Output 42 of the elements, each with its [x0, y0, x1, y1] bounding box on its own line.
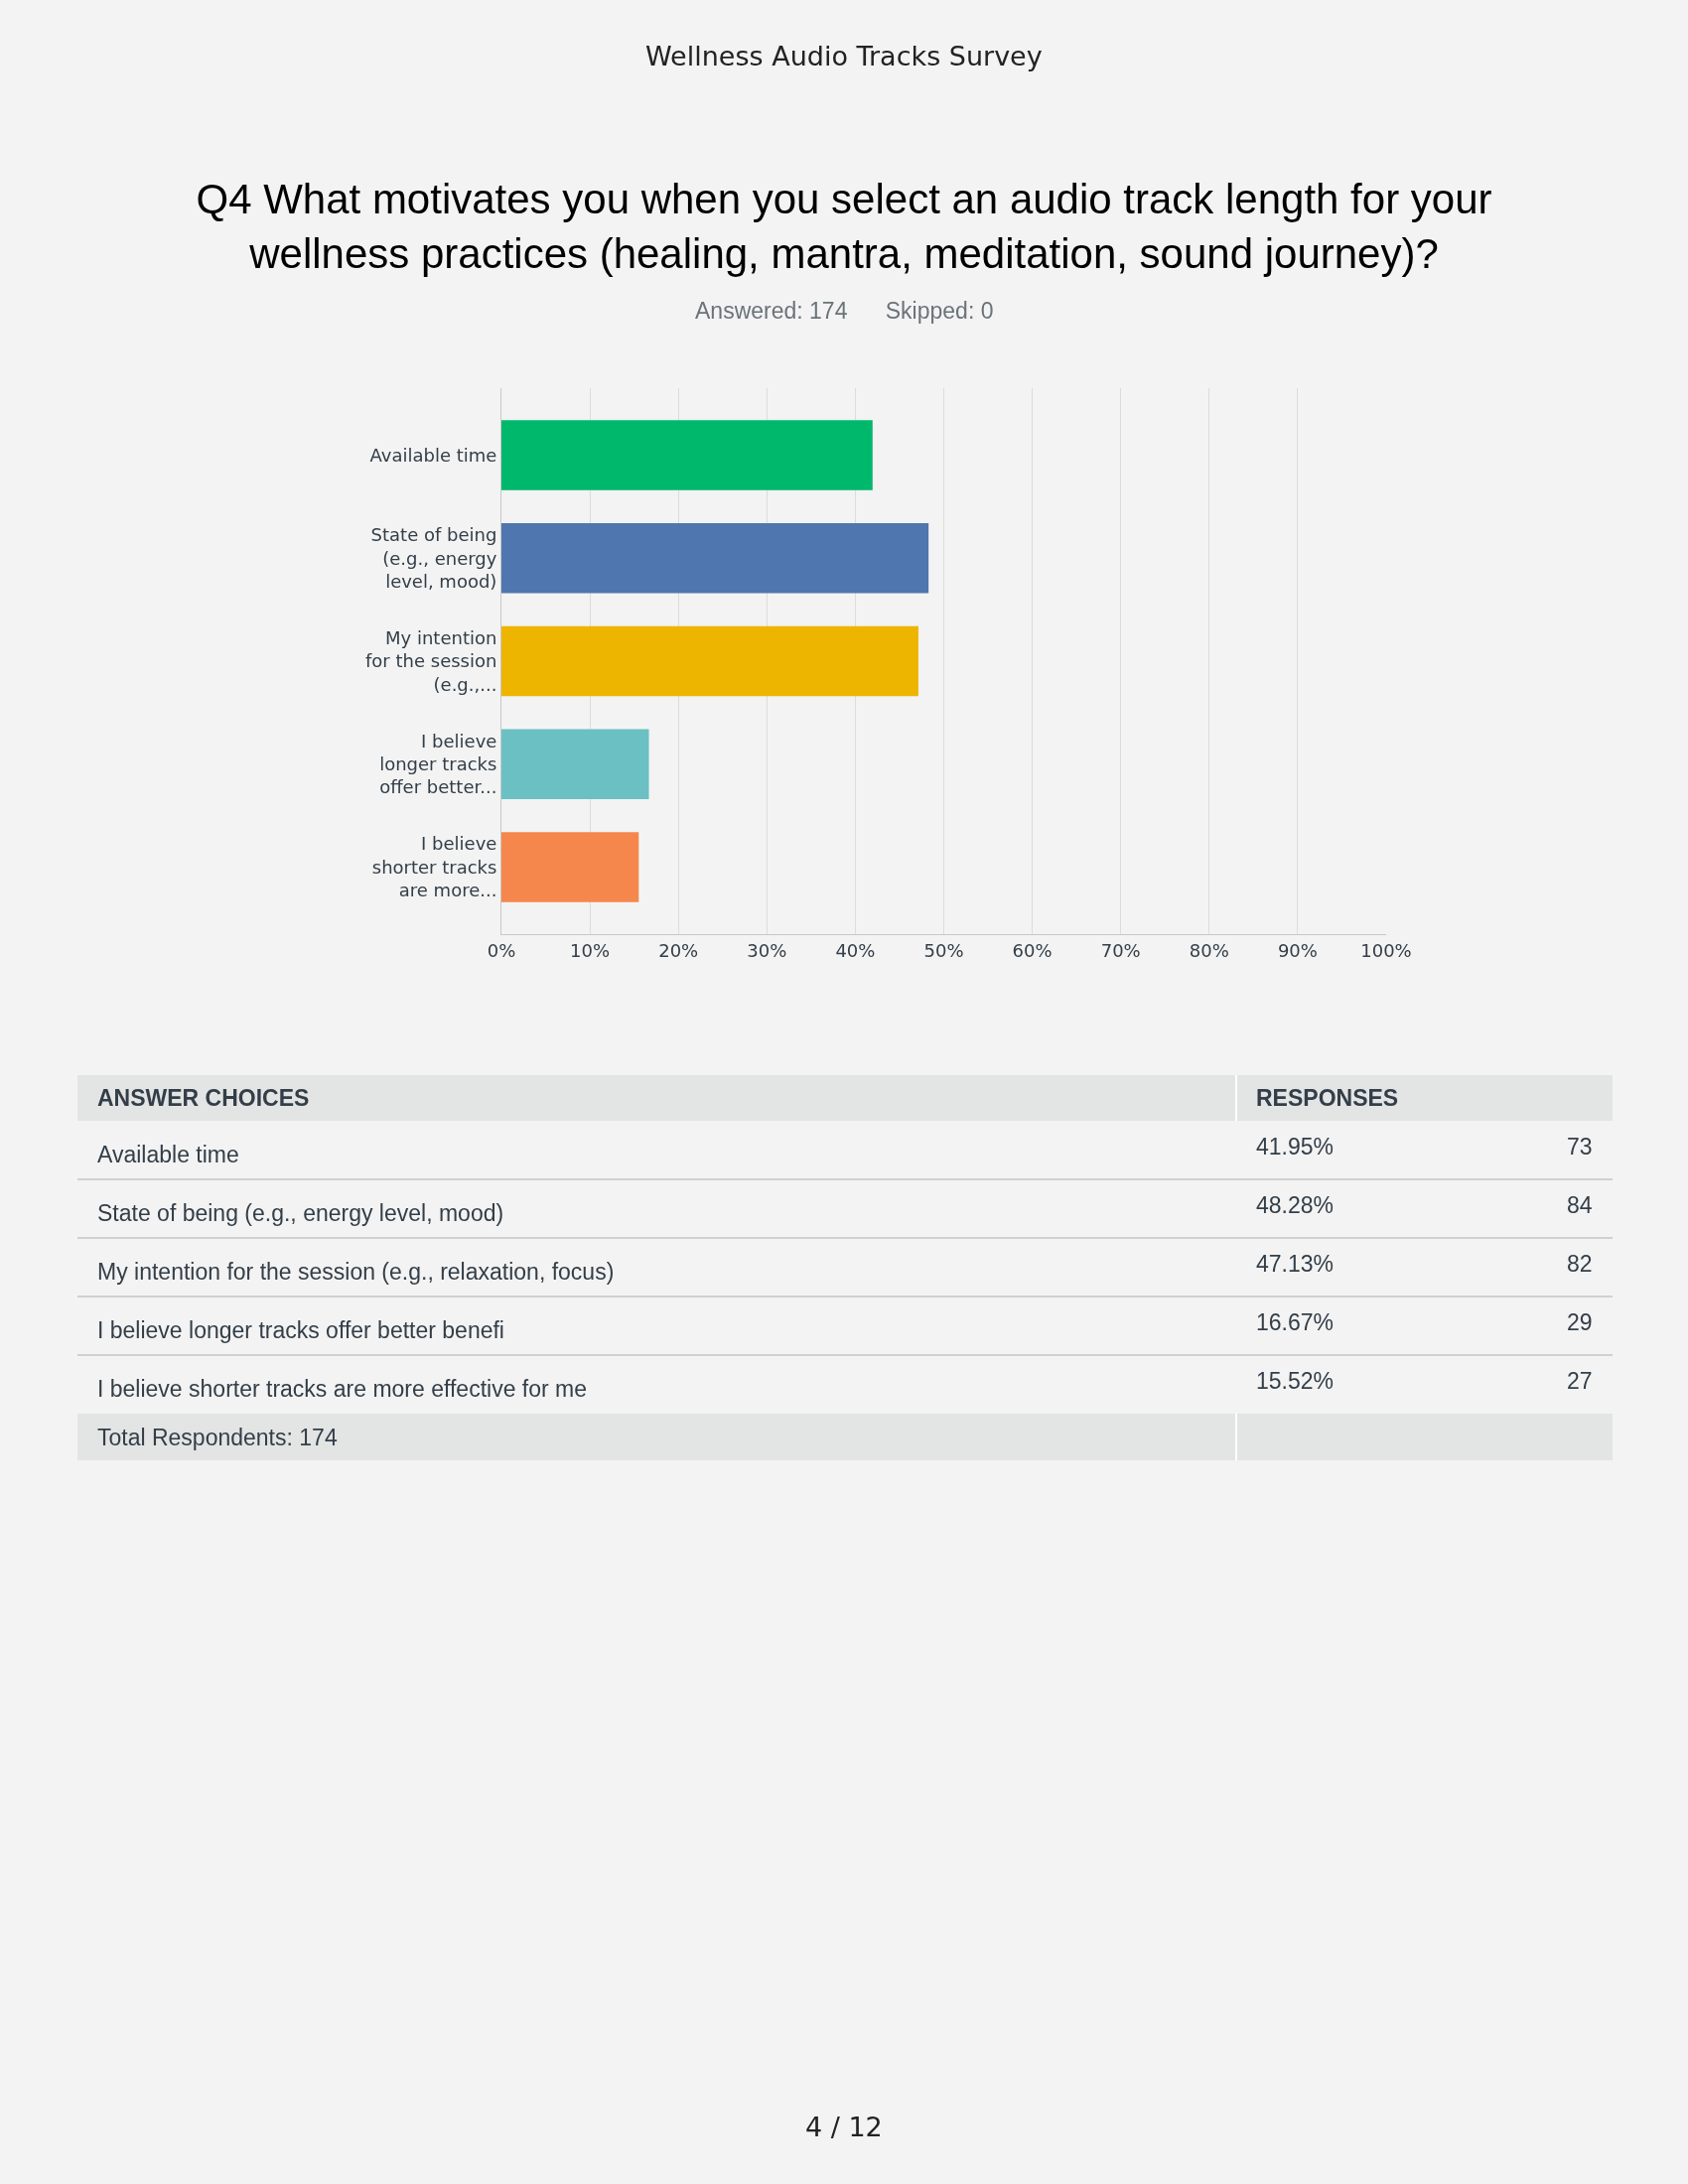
x-tick-label: 80%	[1189, 939, 1229, 961]
data-label: 15.52%	[1256, 1368, 1335, 1394]
data-label: 47.13%	[1256, 1251, 1335, 1277]
x-tick-label: 20%	[658, 939, 699, 961]
bar	[501, 420, 873, 490]
x-tick-label: 50%	[923, 939, 964, 961]
y-tick-label: I believe shorter tracks are more...	[371, 833, 497, 901]
x-tick-label: 60%	[1012, 939, 1053, 961]
y-tick-label: My intention for the session (e.g.,...	[365, 626, 497, 695]
x-tick-label: 30%	[747, 939, 787, 961]
x-tick-label: 70%	[1100, 939, 1141, 961]
x-tick-label: 0%	[487, 939, 516, 961]
y-tick-label: I believe longer tracks offer better...	[379, 730, 497, 798]
data-label: 48.28%	[1256, 1192, 1335, 1218]
data-label: 82	[1567, 1251, 1593, 1277]
text: ANSWER CHOICES	[97, 1085, 310, 1111]
bar	[501, 625, 918, 697]
data-label: 27	[1567, 1368, 1593, 1394]
data-label: 16.67%	[1256, 1309, 1335, 1335]
x-tick-label: 100%	[1360, 939, 1412, 961]
text: Total Respondents: 174	[97, 1425, 338, 1450]
text: 4 / 12	[805, 2112, 883, 2142]
text: RESPONSES	[1256, 1085, 1399, 1111]
category-label: Available time	[97, 1142, 239, 1167]
chart-subtitle: Answered: 174 Skipped: 0	[695, 298, 994, 324]
chart-title: Q4 What motivates you when you select an audio track length for your wellness practices (healing, mantra, meditation, sound journey)?	[196, 176, 1492, 277]
data-label: 41.95%	[1256, 1134, 1335, 1160]
y-tick-label: State of being (e.g., energy level, mood)	[370, 524, 497, 592]
bar	[501, 832, 639, 902]
data-label: 73	[1567, 1134, 1593, 1160]
bar	[501, 522, 929, 594]
y-tick-label: Available time	[369, 444, 497, 466]
text: Wellness Audio Tracks Survey	[645, 41, 1043, 71]
bar	[501, 729, 649, 800]
x-tick-label: 10%	[570, 939, 611, 961]
x-tick-label: 40%	[835, 939, 876, 961]
data-label: 29	[1567, 1309, 1593, 1335]
x-tick-label: 90%	[1277, 939, 1318, 961]
category-label: I believe longer tracks offer better benefi	[97, 1317, 504, 1343]
category-label: My intention for the session (e.g., relaxation, focus)	[97, 1259, 615, 1285]
data-label: 84	[1567, 1192, 1593, 1218]
category-label: I believe shorter tracks are more effective for me	[97, 1376, 587, 1402]
